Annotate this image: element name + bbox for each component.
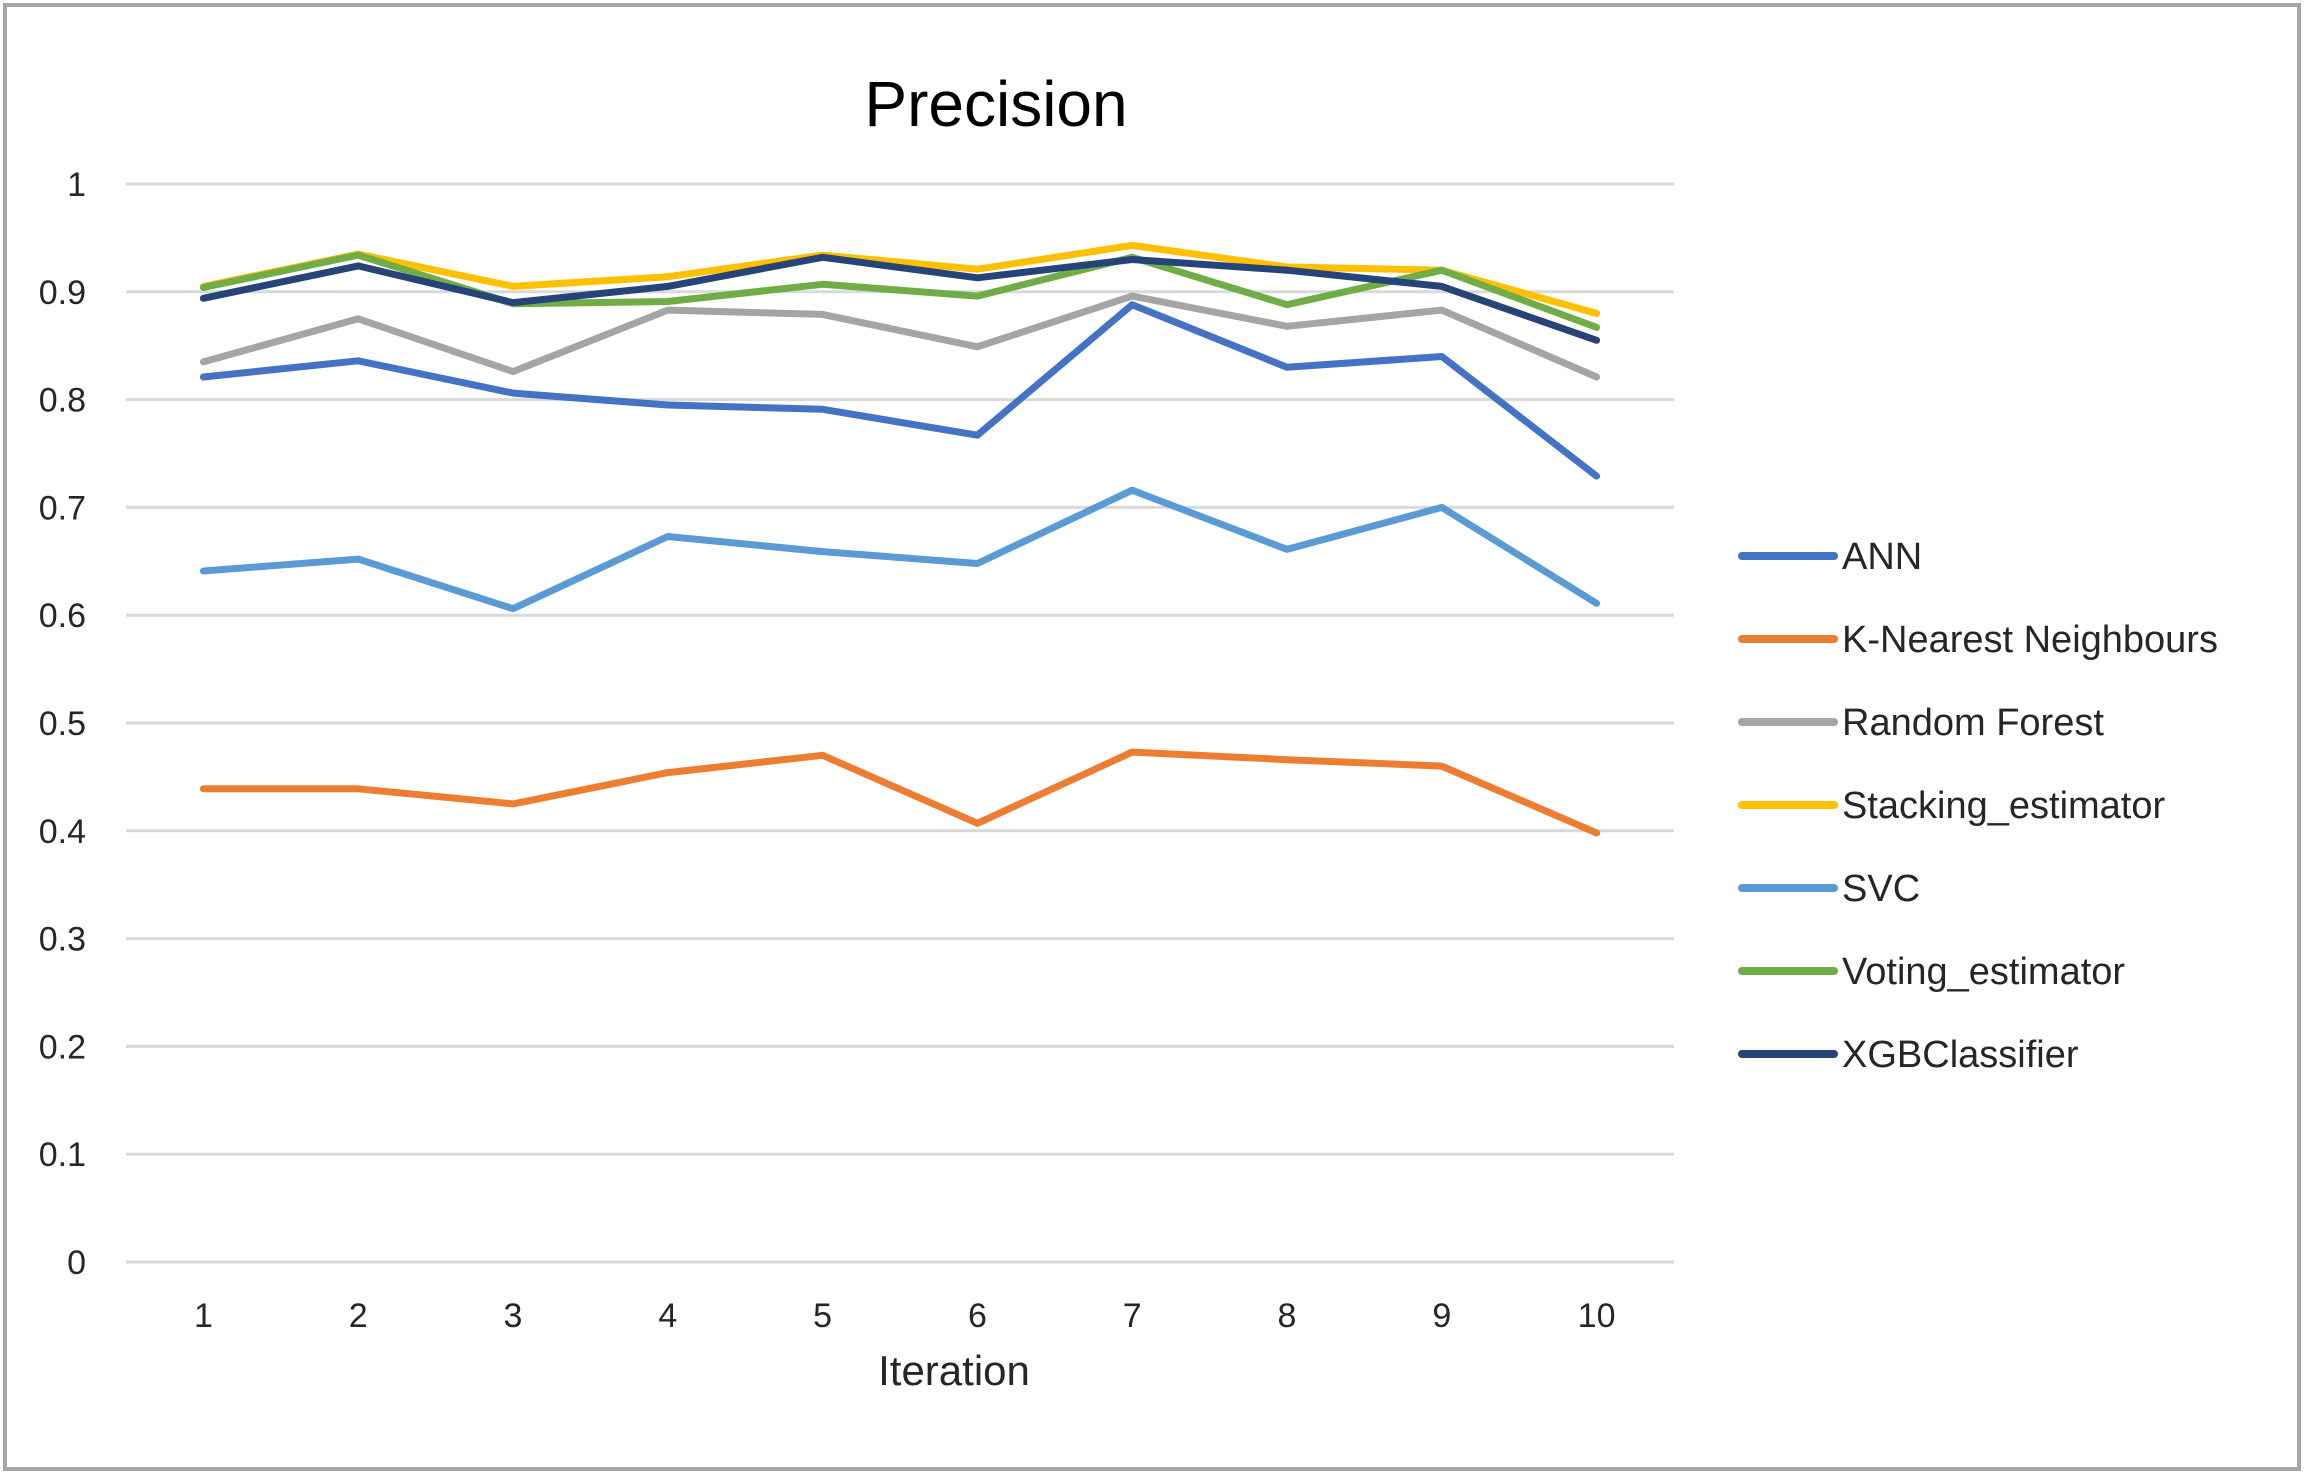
legend-item: SVC (1738, 868, 1920, 910)
x-tick-label: 9 (1432, 1297, 1451, 1335)
legend-label: Random Forest (1842, 702, 2104, 744)
x-tick-label: 10 (1578, 1297, 1616, 1335)
legend-label: Stacking_estimator (1842, 785, 2165, 827)
y-tick-label: 0.3 (39, 921, 86, 959)
legend-label: SVC (1842, 868, 1920, 910)
x-axis-ticks: 1 2 3 4 5 6 7 8 9 10 (194, 1297, 1616, 1335)
chart-title: Precision (864, 68, 1127, 140)
series-line-voting-estimator (199, 251, 1601, 331)
y-tick-label: 0.9 (39, 274, 86, 312)
x-tick-label: 4 (658, 1297, 677, 1335)
y-tick-label: 0.6 (39, 597, 86, 635)
legend-item: Random Forest (1738, 702, 2104, 744)
x-axis-title: Iteration (878, 1347, 1030, 1394)
y-tick-label: 0.4 (39, 813, 86, 851)
x-tick-label: 5 (813, 1297, 832, 1335)
y-tick-label: 0.1 (39, 1136, 86, 1174)
x-tick-label: 2 (349, 1297, 368, 1335)
y-axis-ticks: 0 0.1 0.2 0.3 0.4 0.5 0.6 0.7 0.8 0.9 1 (39, 166, 86, 1282)
y-tick-label: 0.2 (39, 1028, 86, 1066)
y-tick-label: 0.5 (39, 705, 86, 743)
legend-item: ANN (1738, 536, 1922, 578)
x-tick-label: 8 (1278, 1297, 1297, 1335)
series-line-xgbclassifier (199, 253, 1601, 344)
legend-item: Stacking_estimator (1738, 785, 2165, 827)
series-lines (199, 241, 1601, 837)
x-tick-label: 6 (968, 1297, 987, 1335)
legend-label: ANN (1842, 536, 1922, 578)
series-line-k-nearest-neighbours (199, 748, 1601, 837)
series-line-ann (199, 301, 1601, 480)
x-tick-label: 1 (194, 1297, 213, 1335)
x-tick-label: 7 (1123, 1297, 1142, 1335)
y-tick-label: 0.8 (39, 382, 86, 420)
series-line-stacking-estimator (199, 241, 1601, 317)
series-line-random-forest (199, 292, 1601, 381)
y-tick-label: 0.7 (39, 489, 86, 527)
legend: ANN K-Nearest Neighbours Random Forest Stac… (1738, 536, 2218, 1076)
y-tick-label: 1 (67, 166, 86, 204)
legend-label: XGBClassifier (1842, 1034, 2079, 1076)
gridlines (126, 182, 1674, 1264)
series-line-svc (199, 486, 1601, 613)
x-tick-label: 3 (504, 1297, 523, 1335)
legend-item: XGBClassifier (1738, 1034, 2079, 1076)
y-tick-label: 0 (67, 1244, 86, 1282)
legend-label: Voting_estimator (1842, 951, 2125, 993)
legend-label: K-Nearest Neighbours (1842, 619, 2218, 661)
legend-item: K-Nearest Neighbours (1738, 619, 2218, 661)
legend-item: Voting_estimator (1738, 951, 2125, 993)
